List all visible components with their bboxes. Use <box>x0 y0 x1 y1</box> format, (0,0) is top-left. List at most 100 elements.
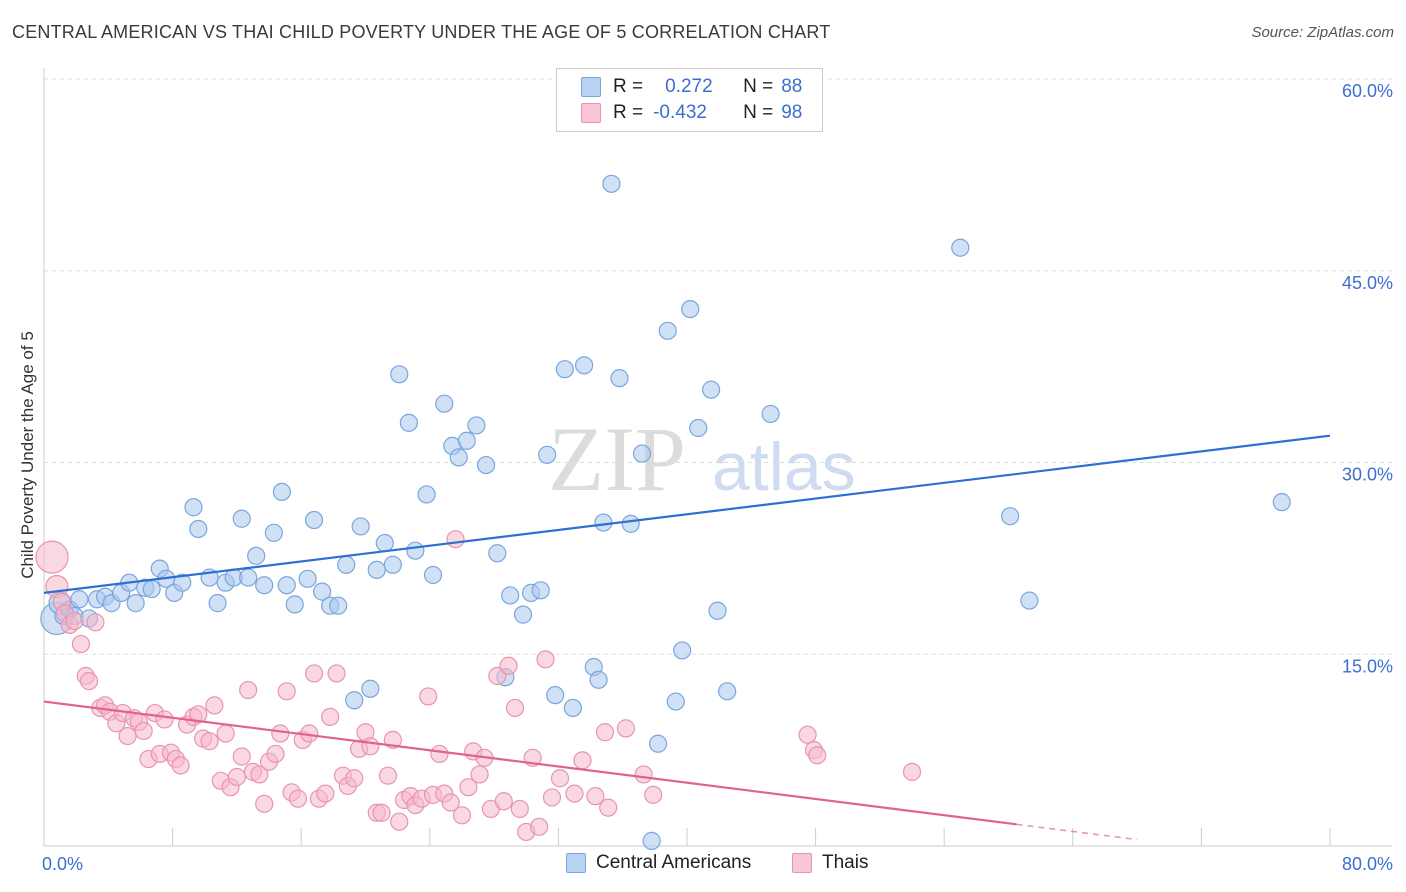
legend-r-value: 0.272 <box>665 76 713 97</box>
data-point-central-american <box>666 692 685 711</box>
data-point-thai <box>277 682 296 701</box>
data-point-central-american <box>575 356 594 375</box>
data-point-thai <box>250 765 269 784</box>
data-point-thai <box>118 726 137 746</box>
source-label: Source: ZipAtlas.com <box>1251 24 1394 41</box>
data-point-central-american <box>594 513 613 532</box>
bottom-legend-central-americans: Central Americans <box>566 852 751 874</box>
data-point-thai <box>227 767 246 787</box>
legend-n-label: N = <box>743 76 774 97</box>
data-point-central-american <box>602 174 621 193</box>
data-point-thai <box>586 787 605 806</box>
data-point-thai <box>470 765 489 784</box>
data-point-thai <box>488 666 507 686</box>
data-point-thai <box>189 705 208 724</box>
legend-n-label: N = <box>743 102 774 123</box>
legend-swatch-pink <box>581 103 601 123</box>
data-point-thai <box>205 696 224 715</box>
data-point-thai <box>390 812 409 831</box>
data-point-thai <box>459 778 478 797</box>
data-point-central-american <box>621 514 640 533</box>
data-point-thai <box>530 817 549 836</box>
data-point-thai <box>378 766 398 785</box>
data-point-thai <box>361 737 380 756</box>
watermark-zip: ZIP <box>548 408 686 510</box>
y-tick-label: 60.0% <box>1342 81 1393 101</box>
data-point-central-american <box>142 579 161 599</box>
data-point-central-american <box>457 431 476 450</box>
data-point-central-american <box>761 404 780 424</box>
y-tick-label: 45.0% <box>1342 273 1393 293</box>
data-point-thai <box>573 751 592 770</box>
data-point-thai <box>902 762 922 781</box>
data-point-thai <box>134 721 153 741</box>
data-point-central-american <box>538 445 557 464</box>
data-point-thai <box>86 613 105 632</box>
data-point-central-american <box>648 734 668 753</box>
data-point-central-american <box>423 565 443 585</box>
legend-r-label: R = <box>613 102 644 123</box>
data-point-central-american <box>1020 591 1039 610</box>
data-point-central-american <box>361 679 380 698</box>
data-point-central-american <box>718 682 737 701</box>
data-point-thai <box>35 540 69 574</box>
legend-row-central-americans: R = 0.272 N = 88 <box>581 75 802 99</box>
data-point-central-american <box>563 698 582 718</box>
data-point-central-american <box>449 448 468 467</box>
data-point-central-american <box>658 321 677 340</box>
data-point-central-american <box>1272 493 1291 512</box>
data-point-thai <box>536 650 555 669</box>
data-point-central-american <box>255 576 274 595</box>
data-point-central-american <box>642 831 661 850</box>
trend-line-thais-extension <box>1016 823 1138 841</box>
y-tick-label: 30.0% <box>1342 465 1393 485</box>
data-point-central-american <box>488 544 507 563</box>
data-point-thai <box>510 799 529 819</box>
legend-r-value: -0.432 <box>653 102 707 123</box>
data-point-thai <box>171 756 190 775</box>
data-point-thai <box>79 671 99 691</box>
data-point-thai <box>200 732 219 751</box>
legend-n-value: 88 <box>781 76 803 97</box>
data-point-central-american <box>304 510 324 530</box>
data-point-central-american <box>399 413 419 432</box>
data-point-thai <box>616 719 636 738</box>
chart-title: CENTRAL AMERICAN VS THAI CHILD POVERTY U… <box>12 22 831 42</box>
bottom-legend-label: Thais <box>822 852 869 873</box>
data-point-central-american <box>184 498 203 517</box>
data-point-central-american <box>513 605 533 624</box>
data-point-thai <box>542 788 562 807</box>
data-point-thai <box>316 784 335 803</box>
data-point-thai <box>644 785 663 804</box>
bottom-legend-swatch-blue <box>566 853 586 873</box>
y-tick-label: 15.0% <box>1342 656 1393 676</box>
data-point-central-american <box>247 546 266 565</box>
x-tick-label: 0.0% <box>42 854 83 874</box>
trend-line-thais <box>43 700 1017 826</box>
data-point-central-american <box>702 380 721 399</box>
data-point-thai <box>266 744 285 764</box>
bottom-legend-swatch-pink <box>792 853 812 873</box>
data-point-central-american <box>285 595 304 614</box>
axes <box>43 68 1392 847</box>
data-point-thai <box>327 664 346 683</box>
data-point-thai <box>446 530 465 549</box>
data-point-thai <box>494 792 513 811</box>
data-point-thai <box>452 806 472 825</box>
data-point-thai <box>505 698 525 718</box>
data-point-central-american <box>589 670 608 689</box>
data-point-thai <box>71 634 91 654</box>
data-point-central-american <box>501 586 520 605</box>
legend-n-value: 98 <box>781 102 803 123</box>
data-point-thai <box>808 746 827 765</box>
data-point-thai <box>321 707 340 726</box>
data-point-thai <box>430 744 449 764</box>
data-point-central-american <box>708 601 727 620</box>
data-point-thai <box>599 798 618 817</box>
data-point-central-american <box>546 686 565 705</box>
data-point-central-american <box>264 523 283 542</box>
data-point-central-american <box>531 581 550 600</box>
data-point-central-american <box>126 594 145 613</box>
data-point-thai <box>271 724 290 743</box>
